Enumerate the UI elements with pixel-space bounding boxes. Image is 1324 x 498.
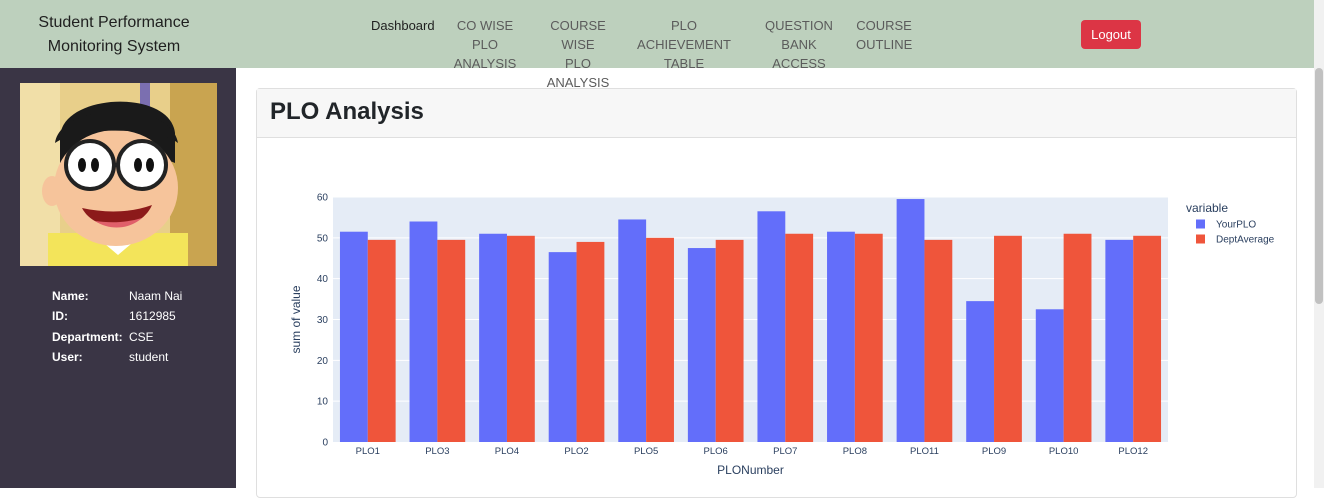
bar-DeptAverage-PLO3 bbox=[437, 239, 466, 442]
brand-line-2: Monitoring System bbox=[47, 38, 181, 55]
x-tick-label: PLO10 bbox=[1049, 446, 1079, 457]
x-tick-label: PLO9 bbox=[982, 446, 1006, 457]
nav-question-bank-line-1: QUESTION BANK bbox=[765, 18, 833, 52]
bar-DeptAverage-PLO2 bbox=[576, 241, 605, 442]
bar-YourPLO-PLO1 bbox=[339, 231, 368, 442]
bar-DeptAverage-PLO11 bbox=[924, 239, 953, 442]
x-tick-label: PLO2 bbox=[564, 446, 588, 457]
x-tick-label: PLO5 bbox=[634, 446, 658, 457]
bar-YourPLO-PLO4 bbox=[479, 233, 507, 442]
card-header: PLO Analysis bbox=[257, 89, 1296, 138]
nav-course-wise-plo-analysis[interactable]: COURSE WISE PLO ANALYSIS bbox=[535, 16, 621, 92]
y-tick-label: 10 bbox=[317, 397, 329, 408]
x-axis-title: PLONumber bbox=[717, 463, 784, 477]
nav-plo-achievement-line-1: PLO ACHIEVEMENT bbox=[637, 18, 731, 52]
legend-swatch-YourPLO bbox=[1196, 219, 1205, 229]
legend-entry-DeptAverage: DeptAverage bbox=[1216, 235, 1275, 246]
bar-YourPLO-PLO9 bbox=[966, 301, 995, 442]
card-title: PLO Analysis bbox=[270, 98, 424, 125]
bar-DeptAverage-PLO1 bbox=[367, 239, 396, 442]
nav-course-outline-line-1: COURSE bbox=[856, 18, 912, 33]
x-tick-label: PLO3 bbox=[425, 446, 449, 457]
nav-dashboard-label: Dashboard bbox=[371, 18, 435, 33]
nav-course-outline[interactable]: COURSE OUTLINE bbox=[856, 16, 912, 54]
bar-YourPLO-PLO11 bbox=[896, 199, 925, 442]
bar-DeptAverage-PLO6 bbox=[715, 239, 744, 442]
bar-DeptAverage-PLO4 bbox=[506, 235, 535, 442]
vertical-scrollbar[interactable] bbox=[1314, 0, 1324, 488]
x-tick-label: PLO12 bbox=[1118, 446, 1148, 457]
y-tick-label: 30 bbox=[317, 315, 329, 326]
x-tick-label: PLO11 bbox=[910, 446, 939, 457]
department-label: Department: bbox=[52, 330, 123, 344]
bar-DeptAverage-PLO10 bbox=[1063, 233, 1092, 442]
bar-DeptAverage-PLO12 bbox=[1133, 235, 1162, 442]
y-tick-label: 20 bbox=[317, 356, 329, 367]
nav-dashboard[interactable]: Dashboard bbox=[371, 16, 435, 35]
bar-YourPLO-PLO12 bbox=[1105, 239, 1134, 442]
bar-DeptAverage-PLO8 bbox=[854, 233, 883, 442]
brand-line-1: Student Performance bbox=[38, 14, 190, 31]
bar-YourPLO-PLO7 bbox=[757, 211, 786, 442]
scrollbar-thumb[interactable] bbox=[1315, 68, 1323, 304]
plo-bar-chart: 0 10 20 30 40 50 60 PLO1 PLO3 PLO4 PLO2 PLO5 PLO6 PLO… bbox=[289, 193, 1275, 478]
nav-co-wise-line-2: PLO ANALYSIS bbox=[453, 37, 517, 71]
nav-course-wise-line-2: PLO ANALYSIS bbox=[546, 56, 610, 90]
bar-YourPLO-PLO10 bbox=[1035, 309, 1064, 442]
y-tick-label: 60 bbox=[317, 193, 329, 204]
x-tick-label: PLO1 bbox=[356, 446, 380, 457]
legend-entry-YourPLO: YourPLO bbox=[1216, 220, 1256, 231]
y-tick-label: 0 bbox=[322, 438, 328, 449]
nav-course-wise-line-1: COURSE WISE bbox=[550, 18, 606, 52]
bar-YourPLO-PLO6 bbox=[687, 248, 716, 442]
id-value: 1612985 bbox=[129, 309, 176, 323]
y-tick-label: 40 bbox=[317, 274, 329, 285]
department-value: CSE bbox=[129, 330, 154, 344]
bar-YourPLO-PLO2 bbox=[548, 252, 577, 442]
bar-YourPLO-PLO8 bbox=[827, 231, 855, 442]
sidebar: Name: Naam Nai ID: 1612985 Department: C… bbox=[0, 68, 236, 488]
nav-co-wise-plo-analysis[interactable]: CO WISE PLO ANALYSIS bbox=[444, 16, 526, 73]
bar-YourPLO-PLO5 bbox=[618, 219, 647, 442]
nav-co-wise-line-1: CO WISE bbox=[456, 18, 514, 33]
nav-plo-achievement-line-2: TABLE bbox=[663, 56, 705, 71]
nav-question-bank-access[interactable]: QUESTION BANK ACCESS bbox=[749, 16, 849, 73]
y-tick-label: 50 bbox=[317, 233, 329, 244]
nav-plo-achievement-table[interactable]: PLO ACHIEVEMENT TABLE bbox=[628, 16, 740, 73]
user-value: student bbox=[129, 350, 169, 364]
bar-DeptAverage-PLO7 bbox=[785, 233, 814, 442]
legend-swatch-DeptAverage bbox=[1196, 234, 1205, 244]
x-tick-label: PLO4 bbox=[495, 446, 519, 457]
logout-button[interactable]: Logout bbox=[1081, 20, 1141, 49]
brand-title[interactable]: Student Performance Monitoring System bbox=[28, 11, 200, 59]
user-label: User: bbox=[52, 350, 83, 364]
legend-title: variable bbox=[1186, 201, 1228, 215]
x-tick-label: PLO6 bbox=[704, 446, 728, 457]
nav-question-bank-line-2: ACCESS bbox=[772, 56, 826, 71]
navbar: Student Performance Monitoring System Da… bbox=[0, 0, 1314, 90]
x-tick-label: PLO7 bbox=[773, 446, 797, 457]
name-label: Name: bbox=[52, 289, 89, 303]
cartoon-avatar-icon bbox=[20, 83, 217, 266]
id-label: ID: bbox=[52, 309, 68, 323]
y-axis-title: sum of value bbox=[289, 285, 303, 353]
bar-DeptAverage-PLO9 bbox=[994, 235, 1022, 442]
bar-YourPLO-PLO3 bbox=[409, 221, 438, 442]
x-tick-label: PLO8 bbox=[843, 446, 867, 457]
nav-course-outline-line-2: OUTLINE bbox=[856, 37, 913, 52]
bar-DeptAverage-PLO5 bbox=[646, 237, 674, 442]
name-value: Naam Nai bbox=[129, 289, 183, 303]
